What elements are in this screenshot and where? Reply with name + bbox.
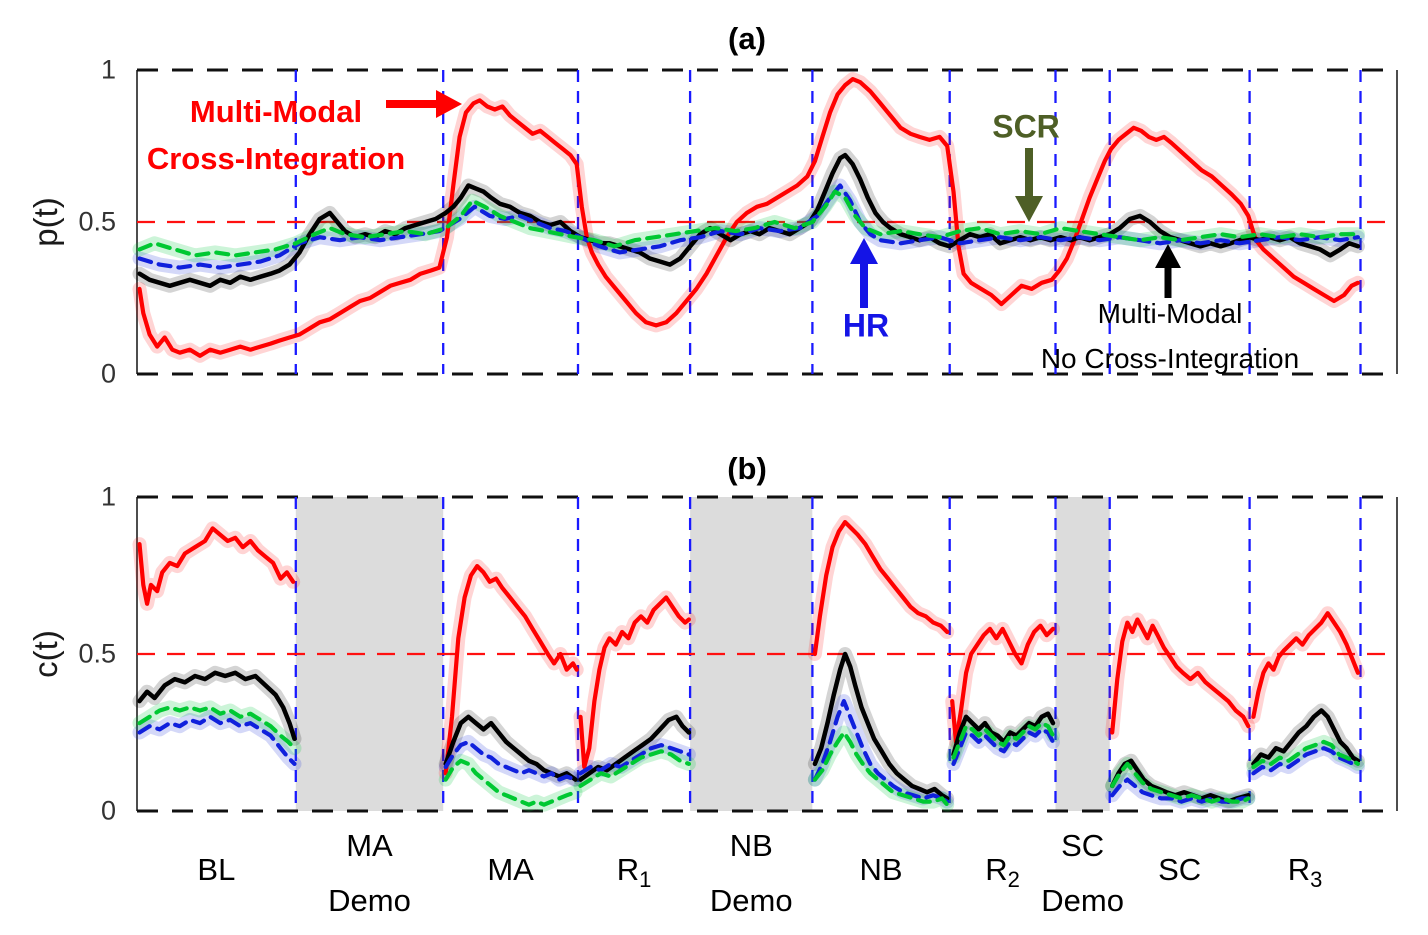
- y-tick-a-1: 1: [100, 54, 116, 85]
- series-line-blue-b: [812, 699, 950, 804]
- series-line-black-b: [812, 651, 950, 801]
- series-line-green-b: [1251, 739, 1360, 770]
- annotation-no-cross-integration: Multi-Modal No Cross-Integration: [1041, 291, 1299, 381]
- series-line-blue-b: [951, 727, 1056, 766]
- annotation-cross-integration: Multi-Modal Cross-Integration: [147, 88, 405, 182]
- series-line-red-b: [812, 520, 950, 657]
- annotation-no-cross-integration-line2: No Cross-Integration: [1040, 343, 1300, 374]
- series-line-red-b: [950, 623, 1056, 744]
- series-line-black-b: [578, 714, 692, 782]
- series-line-blue-b: [1251, 746, 1360, 776]
- series-line-green-b: [137, 705, 297, 751]
- y-tick-a-0: 0: [100, 358, 116, 389]
- series-line-red-b: [1251, 611, 1360, 719]
- subplot-a: [132, 68, 1398, 376]
- x-axis-label-MA: MA: [487, 852, 534, 887]
- subplot-b: [132, 495, 1398, 813]
- series-line-red-b: [1110, 617, 1251, 735]
- cross-integration-arrow: [386, 90, 462, 118]
- x-axis-label-NB-Demo: NB Demo: [709, 828, 793, 918]
- x-axis-label-NB: NB: [859, 852, 903, 887]
- no-cross-integration-arrow: [1155, 244, 1181, 298]
- x-axis-label-R3: R3: [1287, 852, 1323, 893]
- x-axis-label-R1: R1: [616, 852, 652, 893]
- series-line-green-b: [951, 721, 1056, 760]
- annotation-scr: SCR: [992, 108, 1060, 145]
- x-axis-label-SC-Demo: SC Demo: [1041, 828, 1124, 918]
- series-line-black-a: [137, 152, 1361, 289]
- annotation-cross-integration-line1: Multi-Modal: [189, 94, 363, 129]
- hr-arrow: [850, 238, 878, 308]
- series-line-black-b: [137, 670, 297, 742]
- y-tick-a-0.5: 0.5: [78, 206, 116, 237]
- series-line-green-b: [443, 758, 578, 807]
- y-tick-b-1: 1: [100, 481, 116, 512]
- series-line-red-b: [578, 595, 691, 770]
- series-line-blue-b: [443, 739, 578, 782]
- annotation-hr: HR: [842, 307, 890, 344]
- series-line-red-b: [443, 564, 579, 776]
- subplot-a-title: (a): [728, 21, 766, 56]
- series-line-red-b: [137, 526, 296, 606]
- series-line-red-a: [137, 77, 1360, 358]
- series-line-green-b: [1110, 761, 1251, 804]
- series-line-green-b: [812, 730, 950, 807]
- y-tick-b-0: 0: [100, 795, 116, 826]
- x-axis-label-BL: BL: [197, 852, 236, 887]
- scr-arrow: [1015, 148, 1043, 222]
- band-red-b: [1105, 612, 1256, 740]
- x-axis-label-MA-Demo: MA Demo: [328, 828, 411, 918]
- y-tick-b-0.5: 0.5: [78, 638, 116, 669]
- subplot-b-title: (b): [727, 451, 767, 486]
- series-line-blue-b: [137, 714, 297, 766]
- band-red-b: [132, 521, 301, 611]
- x-axis-label-R2: R2: [985, 852, 1020, 893]
- series-line-green-a: [137, 189, 1360, 258]
- annotation-cross-integration-line2: Cross-Integration: [146, 141, 406, 176]
- series-line-blue-b: [578, 743, 691, 776]
- series-line-green-b: [578, 749, 691, 788]
- series-line-black-b: [1251, 708, 1361, 767]
- annotation-no-cross-integration-line1: Multi-Modal: [1097, 298, 1243, 329]
- x-axis-label-SC: SC: [1158, 852, 1202, 887]
